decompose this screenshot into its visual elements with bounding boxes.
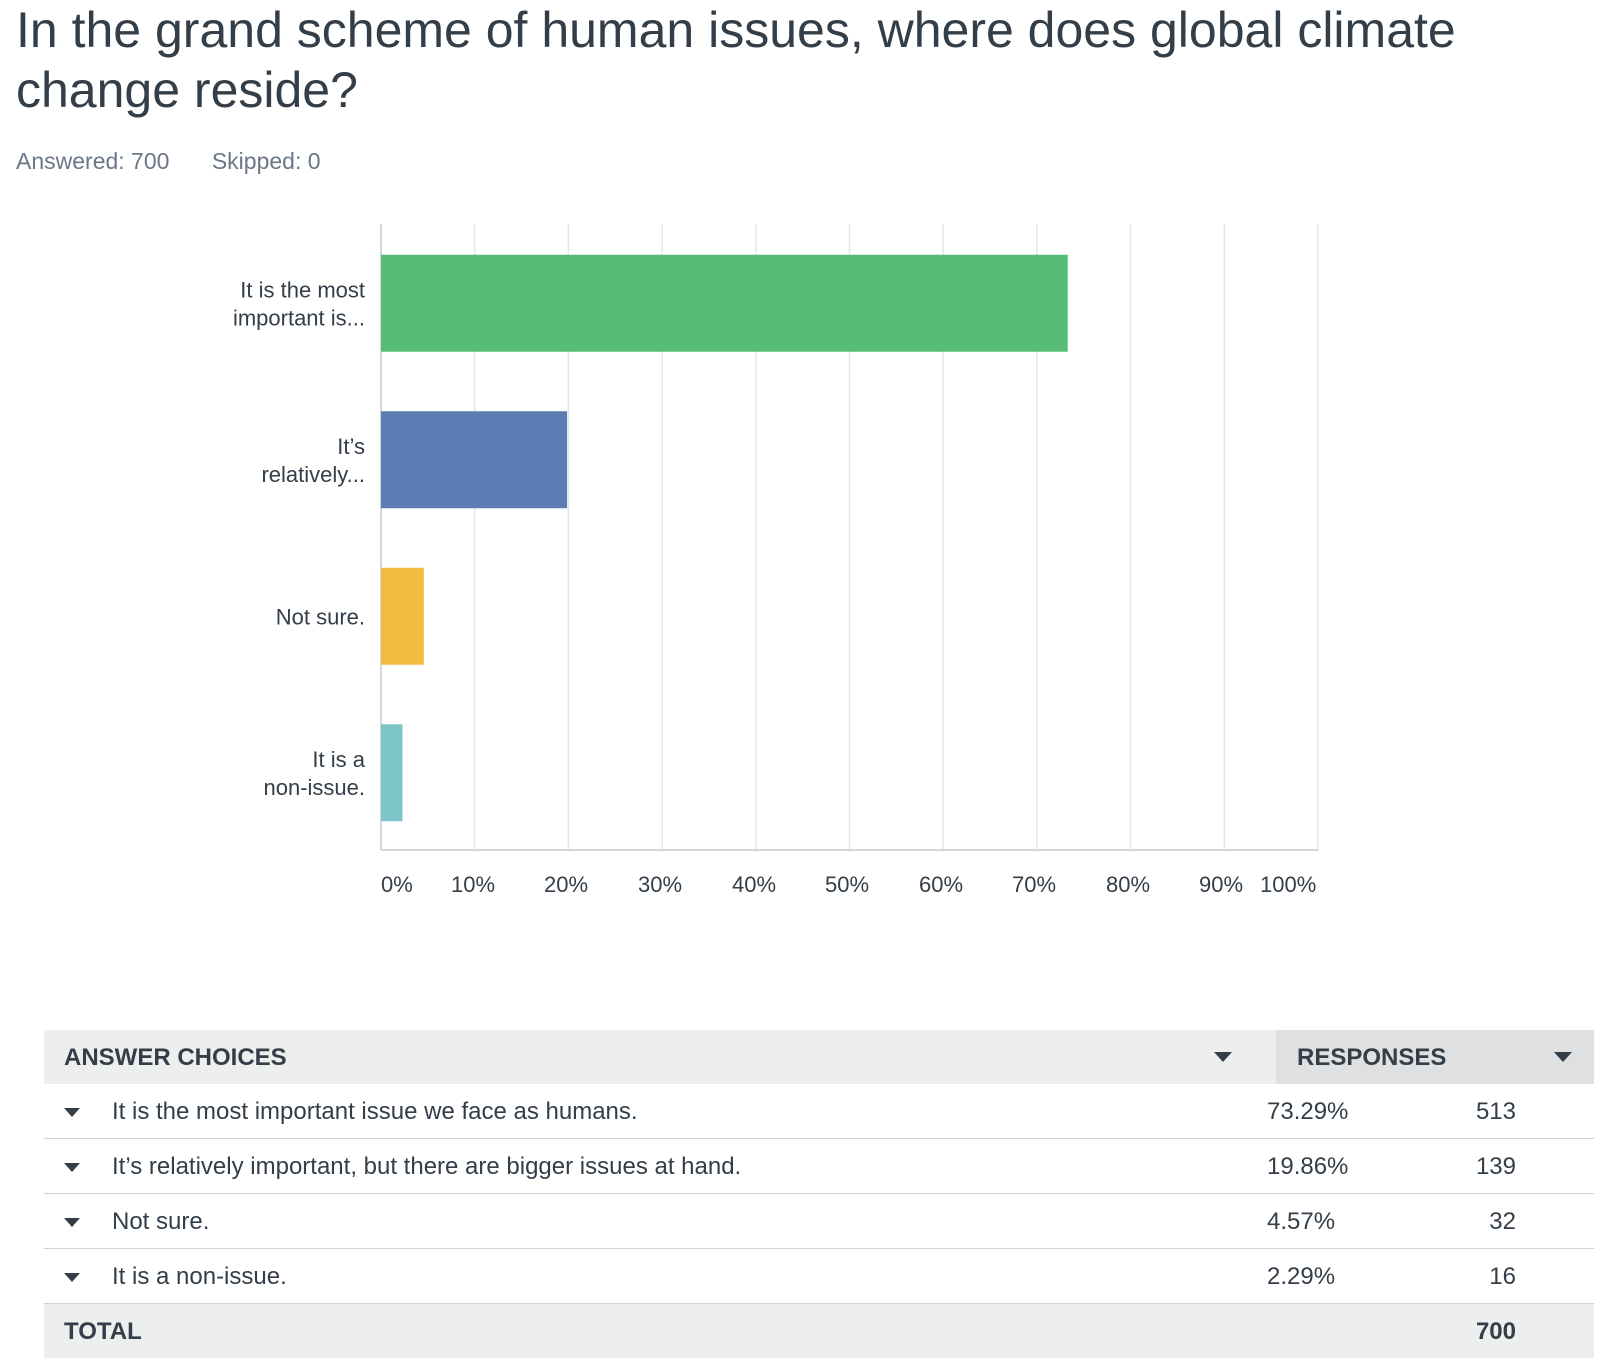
response-count: 139: [1475, 1153, 1516, 1180]
question-title: In the grand scheme of human issues, whe…: [16, 2, 1456, 118]
table-row: It is a non-issue. 2.29% 16: [44, 1249, 1594, 1304]
answer-choices-label: ANSWER CHOICES: [64, 1044, 287, 1071]
expand-row-icon[interactable]: [64, 1273, 80, 1282]
x-tick-label: 100%: [1260, 872, 1316, 897]
response-count: 32: [1489, 1208, 1516, 1235]
response-percent: 4.57%: [1267, 1208, 1336, 1235]
answer-choice: It is the most important issue we face a…: [112, 1098, 638, 1125]
x-tick-label: 30%: [638, 872, 682, 897]
responses-header[interactable]: RESPONSES: [1276, 1030, 1594, 1084]
answer-choice: It is a non-issue.: [112, 1263, 287, 1290]
x-tick-label: 0%: [381, 872, 413, 897]
sort-choices-icon[interactable]: [1214, 1052, 1232, 1062]
x-tick-label: 70%: [1012, 872, 1056, 897]
skipped-count: Skipped: 0: [211, 148, 321, 174]
answer-choice: It’s relatively important, but there are…: [112, 1153, 742, 1180]
y-tick-label: non-issue.: [263, 775, 365, 800]
expand-row-icon[interactable]: [64, 1218, 80, 1227]
answered-count: Answered: 700: [16, 148, 170, 174]
answer-choices-header[interactable]: ANSWER CHOICES: [44, 1030, 1276, 1084]
x-tick-label: 60%: [919, 872, 963, 897]
x-tick-label: 10%: [451, 872, 495, 897]
answer-choice: Not sure.: [112, 1208, 210, 1235]
y-tick-label: important is...: [233, 305, 365, 330]
y-tick-label: It’s: [337, 434, 365, 459]
sort-responses-icon[interactable]: [1554, 1052, 1572, 1062]
table-row: It is the most important issue we face a…: [44, 1084, 1594, 1139]
response-percent: 2.29%: [1267, 1263, 1336, 1290]
total-label: TOTAL: [64, 1318, 142, 1345]
bar-1[interactable]: [381, 254, 1068, 352]
x-tick-label: 40%: [732, 872, 776, 897]
bar-3[interactable]: [381, 567, 424, 665]
response-count: 16: [1489, 1263, 1516, 1290]
x-tick-label: 50%: [825, 872, 869, 897]
bar-chart: It is the most important is... It’s relativ…: [233, 224, 1319, 897]
response-percent: 19.86%: [1267, 1153, 1349, 1180]
total-value: 700: [1475, 1318, 1516, 1345]
total-row: TOTAL 700: [44, 1304, 1594, 1358]
table-header: ANSWER CHOICES RESPONSES: [44, 1030, 1594, 1084]
responses-table: ANSWER CHOICES RESPONSES It is the most …: [44, 1030, 1594, 1358]
y-tick-label: Not sure.: [276, 604, 365, 629]
responses-label: RESPONSES: [1297, 1044, 1447, 1071]
table-row: It’s relatively important, but there are…: [44, 1139, 1594, 1194]
bar-2[interactable]: [381, 411, 568, 509]
x-tick-label: 90%: [1199, 872, 1243, 897]
x-tick-label: 20%: [544, 872, 588, 897]
expand-row-icon[interactable]: [64, 1108, 80, 1117]
y-tick-label: relatively...: [261, 462, 365, 487]
response-count: 513: [1475, 1098, 1516, 1125]
bar-4[interactable]: [381, 724, 403, 822]
y-tick-label: It is a: [312, 747, 365, 772]
y-tick-label: It is the most: [240, 277, 365, 302]
table-row: Not sure. 4.57% 32: [44, 1194, 1594, 1249]
expand-row-icon[interactable]: [64, 1163, 80, 1172]
x-tick-label: 80%: [1106, 872, 1150, 897]
response-percent: 73.29%: [1267, 1098, 1349, 1125]
response-stats: Answered: 700 Skipped: 0: [16, 148, 357, 175]
